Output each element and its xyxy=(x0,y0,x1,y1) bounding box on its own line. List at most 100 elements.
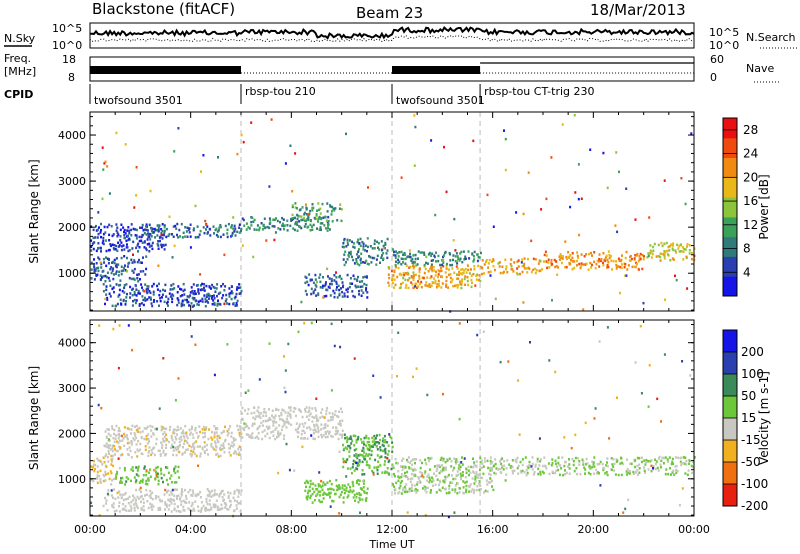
power-cell xyxy=(650,256,653,259)
velocity-cell xyxy=(603,467,606,470)
power-cell xyxy=(125,300,127,303)
velocity-cell xyxy=(617,473,620,477)
velocity-cell xyxy=(324,492,327,496)
velocity-cell xyxy=(386,467,389,470)
velocity-cell xyxy=(289,416,292,419)
velocity-cell xyxy=(650,459,653,462)
velocity-speckle xyxy=(640,392,643,395)
velocity-cell xyxy=(161,443,164,447)
velocity-speckle xyxy=(648,364,651,367)
velocity-cell xyxy=(426,479,429,482)
power-cell xyxy=(360,289,363,292)
velocity-cell xyxy=(386,471,389,474)
velocity-cell xyxy=(161,446,164,449)
velocity-cell xyxy=(192,445,195,448)
power-cell xyxy=(122,226,125,229)
power-cell xyxy=(263,217,266,220)
power-cell xyxy=(236,230,239,234)
velocity-speckle xyxy=(116,491,119,495)
velocity-cell xyxy=(328,479,331,483)
velocity-cell xyxy=(378,442,381,445)
velocity-cell xyxy=(197,493,200,496)
power-cell xyxy=(193,290,196,293)
velocity-speckle xyxy=(624,507,627,511)
power-cell xyxy=(145,228,148,232)
velocity-cell xyxy=(342,443,344,447)
power-cell xyxy=(657,243,660,247)
velocity-cell xyxy=(654,462,657,466)
velocity-cell xyxy=(351,480,354,484)
power-cell xyxy=(327,275,329,278)
velocity-cell xyxy=(321,415,324,418)
power-cell xyxy=(455,252,458,255)
power-cell xyxy=(454,284,456,288)
power-colorbar-tick-label: 4 xyxy=(743,265,751,279)
velocity-cell xyxy=(551,470,554,474)
velocity-cell xyxy=(605,470,608,474)
velocity-cell xyxy=(175,448,178,452)
velocity-cell xyxy=(204,509,207,512)
power-cell xyxy=(532,257,535,261)
power-cell xyxy=(312,223,315,227)
velocity-cell xyxy=(206,508,209,512)
power-speckle xyxy=(606,186,609,190)
velocity-cell xyxy=(181,490,184,494)
velocity-cell xyxy=(375,441,378,444)
velocity-cell xyxy=(163,427,166,430)
velocity-cell xyxy=(529,465,532,469)
velocity-cell xyxy=(461,471,464,474)
power-cell xyxy=(112,267,115,270)
power-cell xyxy=(148,242,151,246)
power-cell xyxy=(313,216,316,220)
power-cell xyxy=(148,232,151,236)
power-cell xyxy=(616,265,619,268)
velocity-cell xyxy=(132,437,135,440)
power-cell xyxy=(678,244,681,248)
velocity-cell xyxy=(274,437,277,441)
velocity-cell xyxy=(154,477,157,480)
velocity-colorbar-label: Velocity [m s-1] xyxy=(757,371,771,465)
power-cell xyxy=(499,271,502,275)
velocity-cell xyxy=(393,472,395,476)
velocity-cell xyxy=(238,489,240,492)
power-speckle xyxy=(454,249,457,252)
power-cell xyxy=(359,244,362,247)
velocity-cell xyxy=(348,450,351,453)
velocity-cell xyxy=(123,466,126,470)
power-cell xyxy=(99,278,102,282)
power-cell xyxy=(268,226,271,230)
power-cell xyxy=(282,218,285,221)
velocity-cell xyxy=(345,489,348,492)
velocity-cell xyxy=(433,472,435,475)
velocity-speckle xyxy=(155,427,158,431)
velocity-speckle xyxy=(359,511,361,514)
velocity-cell xyxy=(147,477,150,480)
power-cell xyxy=(404,262,407,265)
power-cell xyxy=(197,292,200,295)
power-cell xyxy=(376,254,379,258)
power-cell xyxy=(123,228,126,232)
power-speckle xyxy=(616,230,619,234)
velocity-cell xyxy=(135,428,138,432)
velocity-cell xyxy=(448,457,451,460)
power-cell xyxy=(96,236,99,239)
power-cell xyxy=(176,222,179,226)
power-cell xyxy=(570,258,572,262)
velocity-cell xyxy=(491,485,493,488)
power-cell xyxy=(412,260,415,264)
velocity-cell xyxy=(149,489,152,493)
velocity-cell xyxy=(184,451,186,454)
velocity-cell xyxy=(102,504,105,508)
power-cell xyxy=(90,268,93,271)
velocity-cell xyxy=(660,466,662,469)
power-cell xyxy=(419,251,422,254)
velocity-cell xyxy=(495,472,497,476)
velocity-cell xyxy=(501,457,504,460)
velocity-cell xyxy=(428,459,431,463)
velocity-cell xyxy=(329,496,331,499)
velocity-cell xyxy=(219,447,221,450)
power-cell xyxy=(618,259,621,262)
velocity-cell xyxy=(449,481,452,484)
velocity-cell xyxy=(96,481,99,485)
power-cell xyxy=(375,258,378,261)
